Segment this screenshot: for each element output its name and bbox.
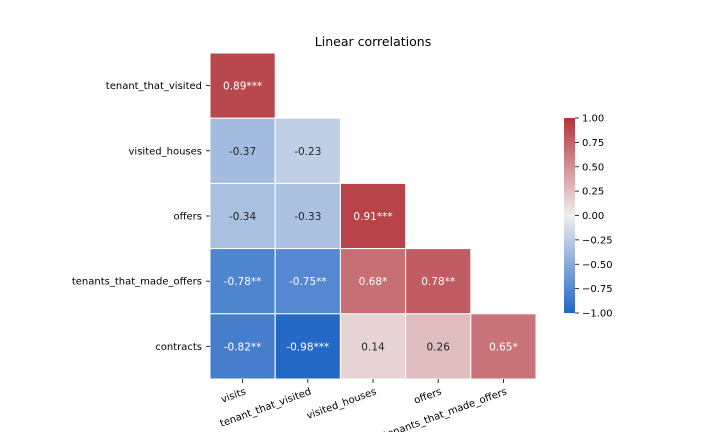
column-label: visited_houses bbox=[305, 386, 378, 421]
colorbar-tick-label: 0.25 bbox=[582, 187, 604, 198]
colorbar-tick-label: 0.00 bbox=[582, 211, 604, 222]
colorbar bbox=[564, 118, 575, 313]
row-label: visited_houses bbox=[129, 146, 202, 157]
cell-annotation: -0.82** bbox=[224, 341, 262, 353]
cell-annotation: 0.89*** bbox=[223, 81, 262, 93]
heatmap-cell bbox=[274, 313, 341, 380]
cell-annotation: -0.78** bbox=[224, 276, 262, 288]
heatmap-cell bbox=[339, 182, 407, 250]
row-label: tenant_that_visited bbox=[106, 81, 202, 92]
column-label: visits bbox=[220, 386, 248, 405]
colorbar-tick-label: 1.00 bbox=[582, 114, 604, 125]
heatmap-cells: 0.89*** -0.37 -0.23 -0.34 -0.33 0.91*** -0.78*… bbox=[209, 52, 537, 380]
row-label: tenants_that_made_offers bbox=[72, 277, 202, 288]
cell-annotation: -0.75** bbox=[289, 276, 327, 288]
heatmap-cell bbox=[405, 248, 472, 315]
colorbar-tick-label: −1.00 bbox=[582, 309, 613, 320]
heatmap-cell bbox=[470, 313, 537, 380]
cell-annotation: -0.34 bbox=[229, 211, 256, 223]
heatmap-cell bbox=[209, 52, 276, 119]
cell-annotation: 0.14 bbox=[361, 341, 385, 353]
cell-annotation: -0.37 bbox=[229, 146, 256, 158]
heatmap-cell bbox=[274, 117, 341, 184]
cell-annotation: 0.65* bbox=[489, 341, 518, 353]
cell-annotation: 0.68* bbox=[359, 276, 388, 288]
chart-title: Linear correlations bbox=[315, 34, 431, 49]
row-label: offers bbox=[174, 212, 202, 223]
cell-annotation: -0.33 bbox=[294, 211, 321, 223]
row-label: contracts bbox=[155, 342, 202, 353]
heatmap-cell bbox=[274, 248, 341, 315]
colorbar-tick-label: −0.25 bbox=[582, 235, 613, 246]
column-label: tenants_that_made_offers bbox=[382, 386, 508, 432]
colorbar-tick-label: 0.50 bbox=[582, 162, 604, 173]
cell-annotation: 0.91*** bbox=[353, 211, 392, 223]
cell-annotation: -0.23 bbox=[294, 146, 321, 158]
cell-annotation: 0.78** bbox=[421, 276, 455, 288]
heatmap-cell bbox=[209, 182, 276, 250]
heatmap-cell bbox=[405, 313, 472, 380]
cell-annotation: 0.26 bbox=[427, 341, 451, 353]
cell-annotation: -0.98*** bbox=[286, 341, 329, 353]
colorbar-tick-label: 0.75 bbox=[582, 138, 604, 149]
colorbar-tick-label: −0.75 bbox=[582, 284, 613, 295]
colorbar-tick-label: −0.50 bbox=[582, 260, 613, 271]
heatmap-cell bbox=[209, 117, 276, 184]
column-label: offers bbox=[413, 386, 444, 406]
colorbar-ticks: 1.00 0.75 0.50 0.25 0.00 −0.25 −0.50 −0.75 −1.00 bbox=[575, 114, 613, 320]
